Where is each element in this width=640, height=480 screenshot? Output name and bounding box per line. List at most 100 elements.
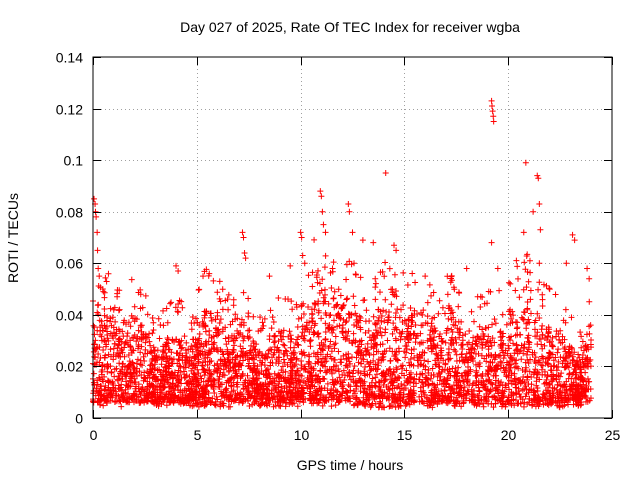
scatter-point	[536, 376, 543, 383]
scatter-point	[545, 330, 552, 337]
scatter-point	[569, 231, 576, 238]
scatter-point	[382, 170, 389, 177]
scatter-point	[482, 342, 489, 349]
scatter-point	[402, 354, 409, 361]
scatter-point	[266, 273, 273, 280]
scatter-point	[173, 262, 180, 269]
scatter-point	[555, 346, 562, 353]
scatter-point	[300, 378, 307, 385]
scatter-point	[487, 387, 494, 394]
scatter-point	[244, 397, 251, 404]
y-axis-label: ROTI / TECUs	[5, 193, 21, 283]
scatter-point	[533, 399, 540, 406]
scatter-point	[521, 259, 528, 266]
scatter-point	[544, 360, 551, 367]
scatter-point	[417, 384, 424, 391]
scatter-point	[313, 271, 320, 278]
scatter-point	[361, 400, 368, 407]
scatter-point	[246, 403, 253, 410]
scatter-point	[372, 321, 379, 328]
scatter-point	[389, 371, 396, 378]
scatter-point	[257, 395, 264, 402]
scatter-point	[428, 372, 435, 379]
scatter-point	[584, 265, 591, 272]
scatter-point	[164, 379, 171, 386]
scatter-point	[557, 354, 564, 361]
scatter-point	[366, 401, 373, 408]
scatter-point	[98, 368, 105, 375]
scatter-point	[116, 335, 123, 342]
scatter-point	[497, 358, 504, 365]
scatter-point	[137, 391, 144, 398]
scatter-point	[510, 340, 517, 347]
scatter-point	[512, 332, 519, 339]
scatter-point	[165, 336, 172, 343]
scatter-point	[314, 349, 321, 356]
grid-lines	[93, 57, 612, 418]
scatter-point	[549, 343, 556, 350]
scatter-point	[331, 288, 338, 295]
scatter-point	[514, 400, 521, 407]
scatter-point	[314, 358, 321, 365]
scatter-point	[508, 392, 515, 399]
scatter-point	[141, 374, 148, 381]
scatter-point	[311, 306, 318, 313]
scatter-point	[366, 317, 373, 324]
scatter-point	[130, 390, 137, 397]
scatter-point	[305, 272, 312, 279]
scatter-point	[544, 373, 551, 380]
scatter-point	[411, 307, 418, 314]
scatter-point	[194, 319, 201, 326]
scatter-point	[240, 234, 247, 241]
scatter-point	[158, 361, 165, 368]
scatter-point	[334, 323, 341, 330]
scatter-point	[322, 291, 329, 298]
scatter-point	[475, 401, 482, 408]
scatter-point	[306, 319, 313, 326]
scatter-point	[436, 370, 443, 377]
scatter-point	[554, 349, 561, 356]
scatter-point	[578, 344, 585, 351]
scatter-point	[327, 338, 334, 345]
scatter-point	[490, 118, 497, 125]
scatter-point	[405, 390, 412, 397]
scatter-point	[489, 335, 496, 342]
scatter-point	[181, 399, 188, 406]
scatter-point	[365, 361, 372, 368]
scatter-point	[187, 402, 194, 409]
scatter-point	[110, 306, 117, 313]
scatter-point	[436, 363, 443, 370]
scatter-point	[123, 370, 130, 377]
scatter-point	[236, 360, 243, 367]
scatter-point	[359, 378, 366, 385]
scatter-point	[94, 229, 101, 236]
scatter-point	[369, 375, 376, 382]
scatter-point	[235, 399, 242, 406]
scatter-point	[254, 363, 261, 370]
scatter-point	[383, 348, 390, 355]
scatter-point	[496, 287, 503, 294]
scatter-point	[170, 375, 177, 382]
scatter-point	[179, 392, 186, 399]
scatter-point	[292, 384, 299, 391]
scatter-point	[580, 378, 587, 385]
scatter-point	[315, 307, 322, 314]
x-tick-label: 0	[90, 427, 98, 443]
scatter-point	[100, 346, 107, 353]
scatter-point	[265, 395, 272, 402]
scatter-point	[518, 356, 525, 363]
scatter-point	[444, 394, 451, 401]
scatter-point	[505, 342, 512, 349]
scatter-point	[386, 265, 393, 272]
scatter-point	[515, 275, 522, 282]
scatter-point	[222, 324, 229, 331]
scatter-point	[337, 315, 344, 322]
scatter-point	[198, 375, 205, 382]
scatter-point	[304, 385, 311, 392]
scatter-point	[358, 337, 365, 344]
chart-title: Day 027 of 2025, Rate Of TEC Index for r…	[180, 19, 520, 35]
scatter-point	[569, 356, 576, 363]
scatter-point	[200, 273, 207, 280]
scatter-point	[340, 367, 347, 374]
scatter-point	[524, 335, 531, 342]
